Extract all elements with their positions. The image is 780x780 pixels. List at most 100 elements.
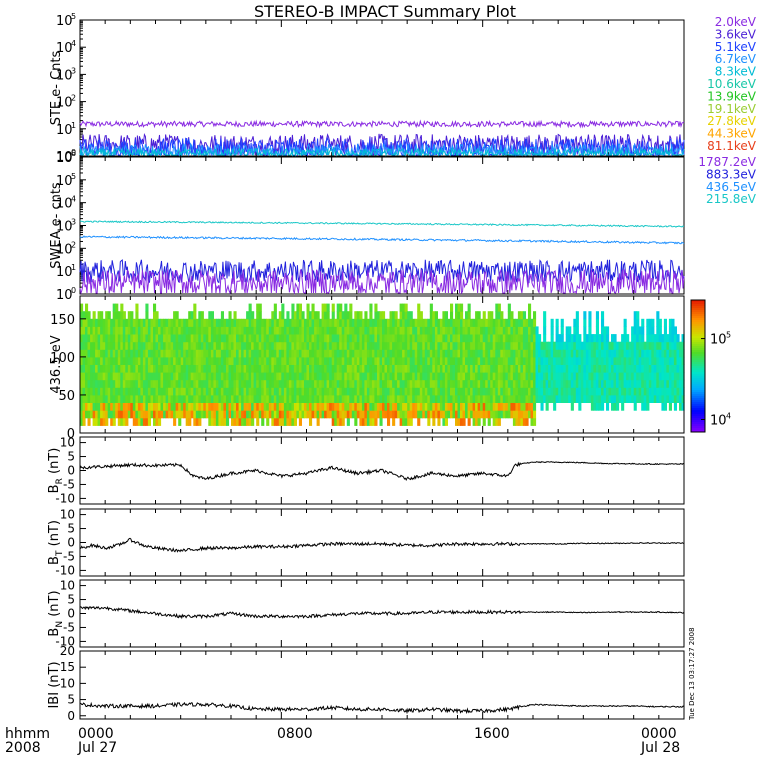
pad-cell: [588, 326, 592, 335]
pad-cell: [545, 402, 549, 411]
pad-cell: [283, 356, 287, 365]
pad-cell: [356, 402, 360, 411]
colorbar-step: [691, 354, 705, 357]
pad-cell: [263, 341, 267, 350]
pad-cell: [316, 311, 320, 320]
pad-cell: [346, 387, 350, 396]
pad-cell: [568, 364, 572, 373]
pad-cell: [457, 417, 461, 426]
pad-cell: [522, 372, 526, 381]
pad-cell: [231, 417, 235, 426]
pad-cell: [382, 318, 386, 327]
colorbar-step: [691, 356, 705, 359]
pad-cell: [97, 311, 101, 320]
pad-cell: [178, 356, 182, 365]
pad-cell: [606, 334, 610, 343]
pad-cell: [377, 334, 381, 343]
pad-cell: [276, 318, 280, 327]
pad-cell: [238, 372, 242, 381]
pad-cell: [213, 349, 217, 358]
pad-cell: [82, 410, 86, 419]
pad-cell: [243, 326, 247, 335]
pad-cell: [213, 326, 217, 335]
pad-cell: [130, 379, 134, 388]
pad-cell: [180, 349, 184, 358]
pad-cell: [85, 394, 89, 403]
pad-cell: [228, 318, 232, 327]
pad-cell: [263, 394, 267, 403]
colorbar-step: [691, 348, 705, 351]
pad-cell: [205, 349, 209, 358]
pad-cell: [296, 356, 300, 365]
pad-cell: [520, 341, 524, 350]
pad-cell: [193, 417, 197, 426]
pad-cell: [248, 417, 252, 426]
pad-cell: [304, 356, 308, 365]
pad-cell: [293, 341, 297, 350]
pad-cell: [248, 318, 252, 327]
pad-cell: [452, 326, 456, 335]
pad-cell: [155, 334, 159, 343]
pad-cell: [140, 410, 144, 419]
pad-cell: [578, 379, 582, 388]
pad-cell: [379, 364, 383, 373]
pad-cell: [193, 394, 197, 403]
pad-cell: [455, 394, 459, 403]
swea-y-tick-label: 10: [56, 242, 73, 257]
colorbar-step: [691, 402, 705, 405]
pad-cell: [304, 394, 308, 403]
pad-cell: [200, 326, 204, 335]
pad-cell: [517, 326, 521, 335]
pad-cell: [203, 372, 207, 381]
pad-cell: [517, 379, 521, 388]
pad-cell: [349, 379, 353, 388]
pad-cell: [122, 387, 126, 396]
pad-cell: [341, 349, 345, 358]
pad-cell: [653, 372, 657, 381]
colorbar-step: [691, 368, 705, 371]
pad-cell: [298, 303, 302, 312]
pad-cell: [92, 326, 96, 335]
pad-cell: [349, 349, 353, 358]
pad-cell: [517, 349, 521, 358]
ste-legend-5.1keV: 5.1keV: [715, 40, 757, 54]
pad-cell: [447, 402, 451, 411]
pad-cell: [636, 394, 640, 403]
pad-cell: [588, 356, 592, 365]
pad-cell: [120, 372, 124, 381]
pad-cell: [193, 364, 197, 373]
pad-cell: [447, 372, 451, 381]
pad-cell: [359, 364, 363, 373]
pad-cell: [107, 356, 111, 365]
pad-cell: [321, 387, 325, 396]
pad-cell: [112, 417, 116, 426]
bmag-y-tick-label: 0: [67, 709, 75, 723]
pad-cell: [246, 394, 250, 403]
pad-cell: [422, 387, 426, 396]
pad-cell: [193, 341, 197, 350]
pad-cell: [379, 379, 383, 388]
pad-cell: [397, 394, 401, 403]
pad-cell: [389, 349, 393, 358]
pad-cell: [286, 356, 290, 365]
pad-cell: [439, 356, 443, 365]
pad-cell: [155, 349, 159, 358]
pad-cell: [145, 402, 149, 411]
pad-cell: [175, 334, 179, 343]
pad-cell: [301, 341, 305, 350]
pad-cell: [676, 387, 680, 396]
pad-cell: [424, 341, 428, 350]
pad-cell: [80, 379, 84, 388]
pad-cell: [663, 318, 667, 327]
pad-cell: [334, 402, 338, 411]
pad-cell: [331, 334, 335, 343]
pad-cell: [336, 356, 340, 365]
pad-cell: [520, 402, 524, 411]
pad-cell: [585, 364, 589, 373]
pad-cell: [195, 356, 199, 365]
pad-cell: [80, 334, 84, 343]
pad-cell: [465, 394, 469, 403]
pad-cell: [550, 318, 554, 327]
pad-cell: [480, 372, 484, 381]
pad-cell: [231, 356, 235, 365]
